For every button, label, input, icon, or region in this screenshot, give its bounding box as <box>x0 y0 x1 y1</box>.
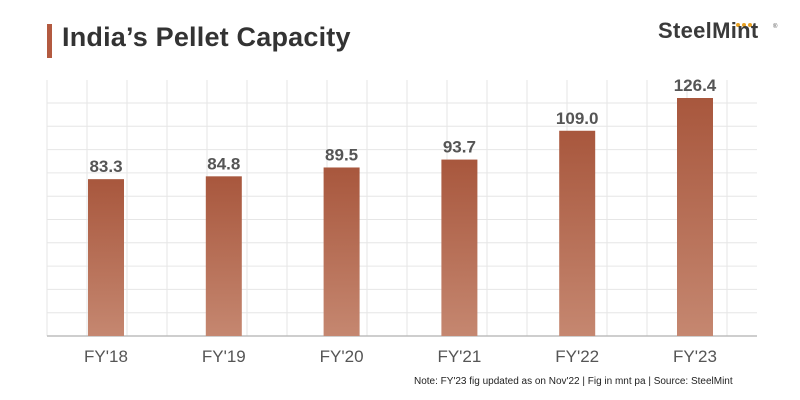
footnote: Note: FY'23 fig updated as on Nov'22 | F… <box>414 376 733 387</box>
bar-fy20 <box>323 167 360 336</box>
bar-fy21 <box>441 159 478 336</box>
logo-registered-mark: ® <box>773 24 778 30</box>
x-tick-label: FY'20 <box>320 347 364 366</box>
data-label: 84.8 <box>207 154 240 173</box>
grid-lines <box>46 80 757 337</box>
x-tick-label: FY'22 <box>555 347 599 366</box>
title-accent-bar <box>47 24 52 58</box>
chart-title: India’s Pellet Capacity <box>62 22 351 52</box>
x-tick-labels: FY'18 FY'19 FY'20 FY'21 FY'22 FY'23 <box>84 347 717 366</box>
data-label: 83.3 <box>89 157 122 176</box>
bar-fy23 <box>677 98 713 336</box>
x-tick-label: FY'21 <box>437 347 481 366</box>
data-label: 89.5 <box>325 145 358 164</box>
value-labels: 83.3 84.8 89.5 93.7 109.0 126.4 <box>89 76 716 176</box>
x-tick-label: FY'23 <box>673 347 717 366</box>
bars <box>88 98 713 336</box>
logo-dots-icon <box>736 14 754 32</box>
x-tick-label: FY'18 <box>84 347 128 366</box>
bar-fy18 <box>88 179 124 336</box>
bar-fy22 <box>559 130 596 336</box>
bar-fy19 <box>205 176 242 336</box>
x-tick-label: FY'19 <box>202 347 246 366</box>
data-label: 109.0 <box>556 109 599 128</box>
data-label: 93.7 <box>443 138 476 157</box>
data-label: 126.4 <box>674 76 717 95</box>
brand-logo: SteelMint <box>658 18 759 43</box>
